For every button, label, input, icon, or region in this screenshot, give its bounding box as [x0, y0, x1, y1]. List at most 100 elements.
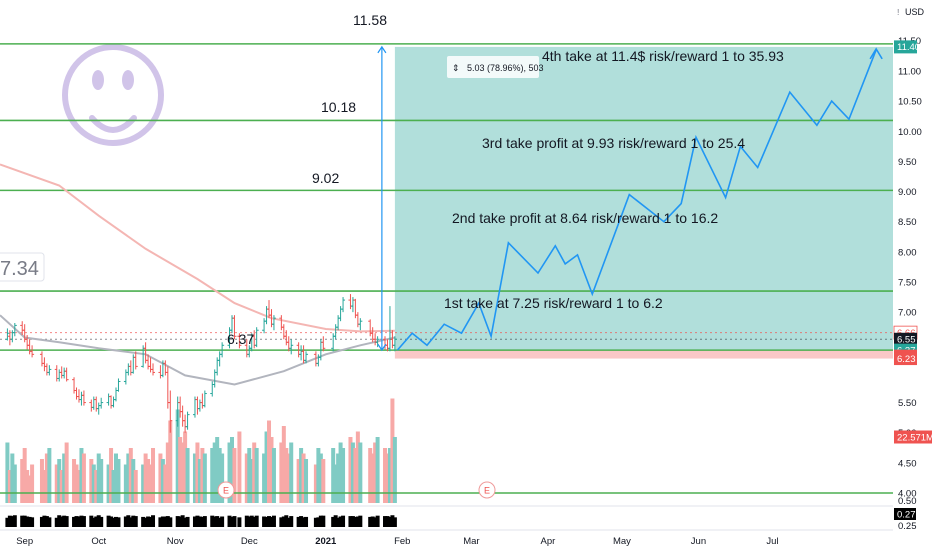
volume-bar [146, 459, 151, 503]
volume-bar [368, 448, 373, 503]
oscillator-bar [370, 516, 375, 527]
price-tick-label: 4.50 [898, 458, 917, 469]
take-profit-annotation: 2nd take profit at 8.64 risk/reward 1 to… [452, 210, 718, 226]
time-tick-label: Apr [541, 536, 556, 547]
oscillator-panel [0, 505, 893, 527]
volume-bar [10, 453, 15, 503]
time-axis: Sep Oct Nov Dec 2021 Feb Mar Apr May Jun Jul [0, 529, 893, 547]
volume-bar [76, 470, 81, 503]
oscillator-bar [304, 516, 309, 527]
volume-bar [229, 437, 234, 503]
price-tick-label: 9.00 [898, 187, 917, 198]
volume-bar [304, 459, 309, 503]
volume-bar [227, 442, 232, 503]
oscillator-bar [180, 515, 185, 527]
price-badge [894, 430, 932, 444]
volume-bar [269, 437, 274, 503]
ma-slow-line [0, 163, 395, 333]
price-tick-label: 7.00 [898, 308, 917, 319]
price-tick-label: 11.00 [898, 67, 921, 78]
volume-bar [192, 453, 197, 503]
volume-bar [333, 464, 338, 503]
oscillator-bar [333, 515, 338, 527]
oscillator-bar [286, 517, 291, 527]
take-profit-annotation: 3rd take profit at 9.93 risk/reward 1 to… [482, 135, 745, 151]
oscillator-bar [281, 516, 286, 527]
volume-bar [195, 442, 200, 503]
oscillator-bar [244, 515, 249, 527]
volume-bar [313, 464, 318, 503]
volume-bar [163, 464, 168, 503]
level-label: 6.37 [227, 331, 254, 347]
volume-bar [217, 448, 222, 503]
volume-bar [128, 448, 133, 503]
volume-bar [390, 398, 395, 503]
volume-bar [64, 442, 69, 503]
time-tick-label: May [613, 536, 631, 547]
osc-tick-label: 0.25 [898, 521, 917, 532]
volume-bar [338, 442, 343, 503]
volume-bar [143, 453, 148, 503]
oscillator-bar [348, 516, 353, 527]
oscillator-bar [220, 516, 225, 527]
price-axis-background [893, 0, 932, 550]
price-tick-label: 10.50 [898, 97, 922, 108]
volume-bar [316, 448, 321, 503]
volume-bar [44, 453, 49, 503]
volume-bar [168, 420, 173, 503]
oscillator-bar [390, 515, 395, 527]
volume-bar [42, 470, 47, 503]
oscillator-bar [128, 517, 133, 527]
price-badge-label: 11.40 [897, 42, 920, 53]
oscillator-bar [111, 517, 116, 527]
oscillator-bar [91, 517, 96, 527]
oscillator-bar [141, 516, 146, 527]
time-tick-label: Feb [394, 536, 410, 547]
oscillator-bar [20, 515, 25, 527]
volume-bar [249, 459, 254, 503]
volume-bar [247, 448, 252, 503]
oscillator-bar [62, 515, 67, 527]
volume-bar [252, 442, 257, 503]
price-badge-label: 6.23 [897, 354, 916, 365]
earnings-icon-letter: E [484, 486, 490, 496]
oscillator-bar [341, 515, 346, 527]
volume-bar [301, 453, 306, 503]
volume-bar [30, 464, 35, 503]
oscillator-bar [168, 517, 173, 527]
take-profit-annotation: 4th take at 11.4$ risk/reward 1 to 35.93 [542, 48, 784, 64]
volume-bar [254, 448, 259, 503]
oscillator-bar [76, 516, 81, 527]
volume-bar [89, 459, 94, 503]
oscillator-bar [143, 517, 148, 527]
oscillator-bar [271, 515, 276, 527]
oscillator-bar [387, 516, 392, 527]
oscillator-bar [227, 515, 232, 527]
volume-bar [318, 453, 323, 503]
oscillator-bar [368, 516, 373, 527]
time-tick-label: Sep [16, 536, 33, 547]
volume-bar [202, 453, 207, 503]
osc-tick-label: 0.50 [898, 496, 917, 507]
oscillator-bar [316, 517, 321, 527]
volume-bar [232, 448, 237, 503]
oscillator-bar [133, 516, 138, 527]
volume-bar [383, 448, 388, 503]
volume-bar [331, 448, 336, 503]
oscillator-bar [301, 517, 306, 527]
oscillator-bar [252, 516, 257, 527]
oscillator-bar [289, 516, 294, 527]
time-tick-label: Mar [463, 536, 479, 547]
oscillator-bar [5, 517, 10, 527]
oscillator-bar [318, 515, 323, 527]
volume-bar [91, 464, 96, 503]
oscillator-bar [25, 516, 30, 527]
oscillator-bar [123, 516, 128, 527]
oscillator-bar [192, 516, 197, 527]
volume-bar [212, 442, 217, 503]
oscillator-bar [197, 516, 202, 527]
oscillator-bar [338, 516, 343, 527]
volume-bar [59, 470, 64, 503]
oscillator-bar [99, 516, 104, 527]
volume-bar [62, 453, 67, 503]
